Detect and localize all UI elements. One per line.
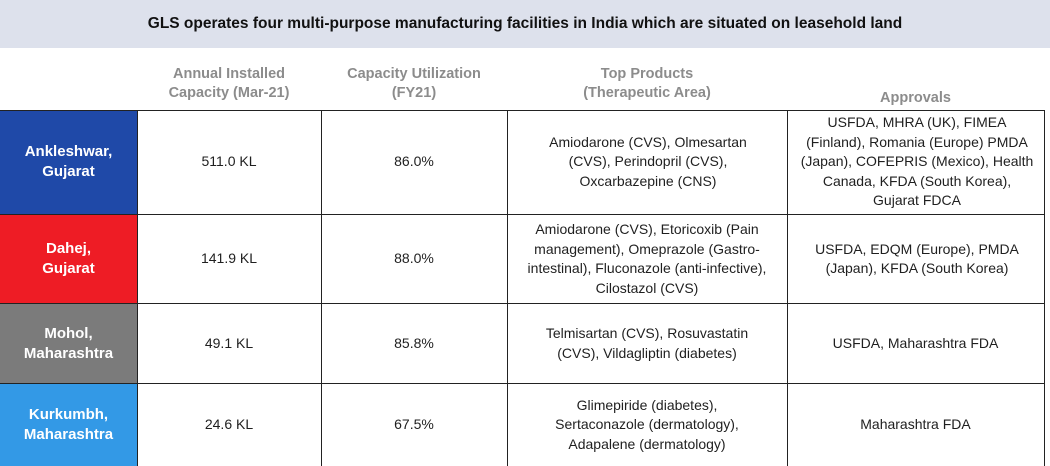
column-header-capacity: Annual Installed Capacity (Mar-21): [168, 66, 290, 101]
table-header-row: Annual Installed Capacity (Mar-21) Capac…: [0, 48, 1050, 110]
products-cell: Amiodarone (CVS), Etoricoxib (Pain manag…: [527, 221, 767, 296]
page-title: GLS operates four multi-purpose manufact…: [147, 15, 903, 32]
column-header-approvals: Approvals: [880, 89, 951, 106]
table-row: Ankleshwar, Gujarat 511.0 KL 86.0% Amiod…: [0, 110, 1050, 214]
column-divider: [787, 110, 788, 466]
title-banner: GLS operates four multi-purpose manufact…: [0, 0, 1050, 48]
products-cell: Glimepiride (diabetes), Sertaconazole (d…: [555, 396, 739, 452]
products-cell: Telmisartan (CVS), Rosuvastatin (CVS), V…: [545, 325, 749, 361]
site-label-kurkumbh: Kurkumbh, Maharashtra: [0, 384, 137, 466]
products-cell: Amiodarone (CVS), Olmesartan (CVS), Peri…: [549, 133, 747, 189]
approvals-cell: USFDA, EDQM (Europe), PMDA (Japan), KFDA…: [815, 240, 1019, 277]
column-divider: [1044, 110, 1045, 466]
capacity-cell: 141.9 KL: [200, 250, 258, 267]
column-header-products: Top Products (Therapeutic Area): [583, 66, 711, 101]
row-divider: [0, 110, 1044, 111]
table-row: Mohol, Maharashtra 49.1 KL 85.8% Telmisa…: [0, 304, 1050, 383]
capacity-cell: 24.6 KL: [204, 416, 254, 433]
capacity-cell: 511.0 KL: [201, 153, 257, 170]
approvals-cell: USFDA, Maharashtra FDA: [832, 334, 999, 351]
approvals-cell: USFDA, MHRA (UK), FIMEA (Finland), Roman…: [800, 114, 1034, 209]
site-label-mohol: Mohol, Maharashtra: [0, 304, 137, 383]
column-header-utilization: Capacity Utilization (FY21): [347, 66, 481, 101]
site-label-dahej: Dahej, Gujarat: [0, 215, 137, 303]
utilization-cell: 85.8%: [394, 334, 434, 351]
capacity-cell: 49.1 KL: [204, 334, 254, 351]
utilization-cell: 88.0%: [394, 250, 434, 267]
row-divider: [0, 214, 1044, 215]
table-row: Kurkumbh, Maharashtra 24.6 KL 67.5% Glim…: [0, 384, 1050, 466]
row-divider: [0, 383, 1044, 384]
utilization-cell: 86.0%: [394, 153, 434, 170]
utilization-cell: 67.5%: [394, 416, 434, 433]
table-row: Dahej, Gujarat 141.9 KL 88.0% Amiodarone…: [0, 215, 1050, 303]
column-divider: [137, 110, 138, 466]
column-divider: [507, 110, 508, 466]
row-divider: [0, 303, 1044, 304]
site-label-ankleshwar: Ankleshwar, Gujarat: [0, 110, 137, 214]
approvals-cell: Maharashtra FDA: [860, 416, 971, 433]
column-divider: [321, 110, 322, 466]
